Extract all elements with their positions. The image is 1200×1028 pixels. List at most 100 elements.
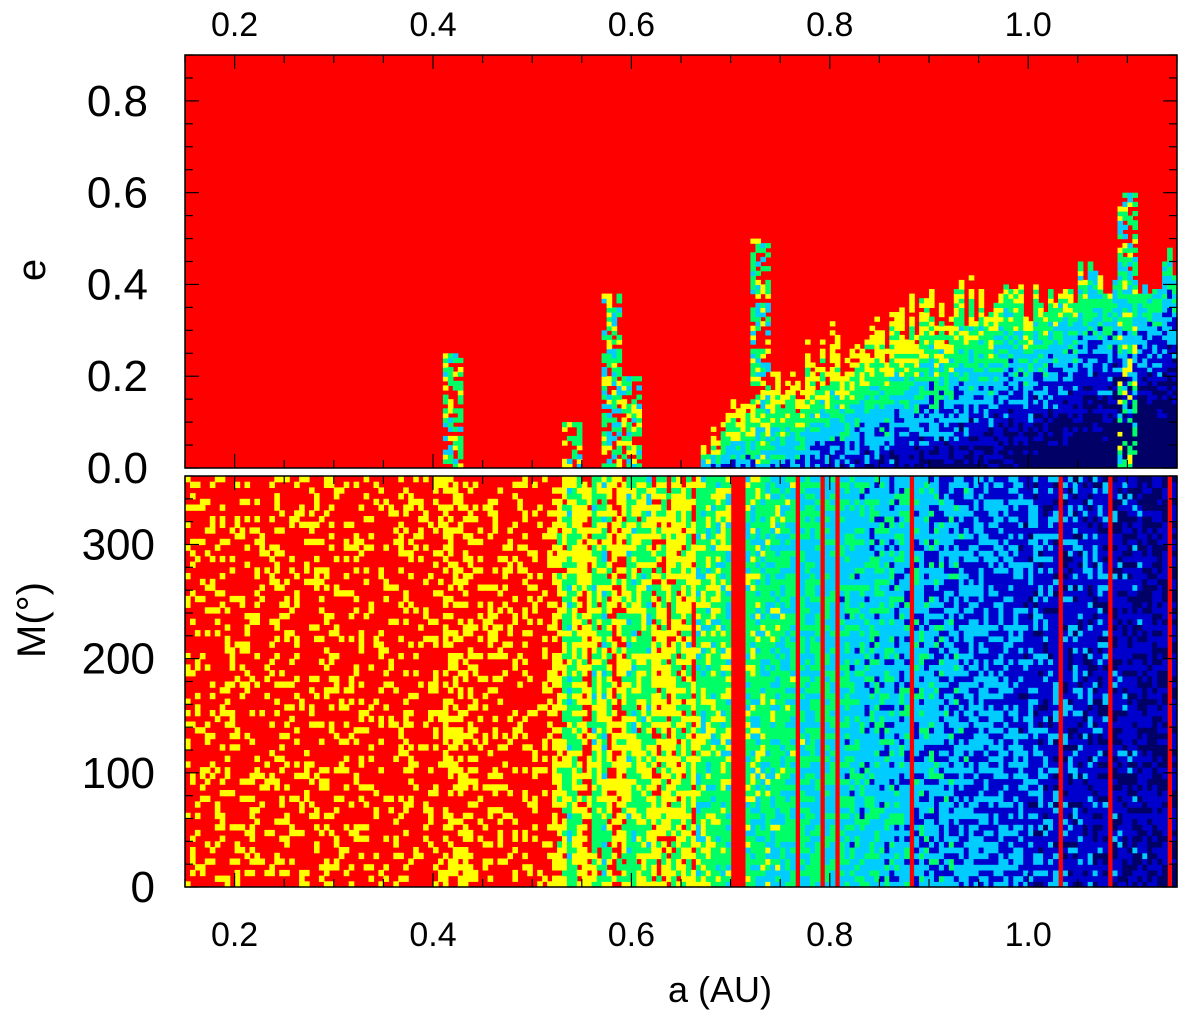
heatmap-cell (1167, 348, 1173, 354)
heatmap-cell (219, 704, 226, 711)
heatmap-cell (1082, 431, 1089, 437)
heatmap-cell (229, 681, 236, 688)
heatmap-cell (755, 394, 761, 400)
heatmap-cell (338, 767, 345, 774)
heatmap-cell (224, 681, 231, 688)
heatmap-cell (1043, 399, 1049, 405)
heatmap-cell (289, 715, 295, 723)
heatmap-cell (1162, 307, 1168, 313)
heatmap-cell (457, 732, 464, 740)
heatmap-cell (909, 376, 915, 382)
heatmap-cell (983, 321, 990, 327)
heatmap-cell (1028, 426, 1034, 432)
heatmap-cell (1018, 312, 1024, 318)
heatmap-cell (1122, 270, 1128, 276)
heatmap-cell (566, 516, 573, 523)
heatmap-cell (864, 339, 871, 345)
heatmap-cell (507, 567, 513, 574)
heatmap-cell (492, 498, 499, 506)
heatmap-cell (606, 325, 613, 331)
heatmap-cell (1132, 454, 1138, 460)
heatmap-cell (1053, 422, 1059, 428)
heatmap-cell (621, 435, 628, 442)
heatmap-cell (1097, 449, 1104, 455)
heatmap-cell (442, 681, 449, 688)
heatmap-cell (194, 504, 201, 511)
heatmap-cell (1033, 325, 1039, 331)
heatmap-cell (418, 516, 424, 523)
heatmap-cell (1038, 449, 1044, 455)
heatmap-cell (948, 316, 955, 322)
heatmap-cell (1152, 412, 1158, 419)
heatmap-cell (224, 881, 231, 888)
heatmap-cell (348, 544, 355, 551)
heatmap-cell (805, 440, 811, 446)
heatmap-cell (1077, 261, 1084, 267)
heatmap-cell (1092, 334, 1099, 341)
heatmap-cell (953, 399, 960, 405)
heatmap-cell (829, 385, 836, 391)
heatmap-cell (929, 330, 935, 336)
heatmap-cell (542, 647, 548, 654)
heatmap-cell (1112, 390, 1119, 396)
heatmap-cell (829, 353, 836, 359)
heatmap-cell (552, 875, 558, 882)
heatmap-cell (899, 440, 905, 446)
heatmap-cell (274, 504, 280, 511)
heatmap-cell (507, 607, 513, 614)
heatmap-cell (879, 458, 885, 464)
heatmap-cell (1157, 293, 1163, 299)
heatmap-cell (914, 403, 920, 409)
heatmap-cell (834, 422, 841, 428)
heatmap-cell (452, 445, 459, 451)
heatmap-cell (522, 567, 528, 574)
heatmap-cell (1132, 279, 1138, 286)
heatmap-cell (224, 624, 231, 631)
heatmap-cell (800, 449, 806, 455)
heatmap-cell (502, 858, 508, 865)
heatmap-cell (566, 715, 573, 723)
heatmap-cell (1003, 321, 1009, 327)
heatmap-cell (1132, 385, 1138, 391)
heatmap-cell (755, 376, 761, 382)
heatmap-cell (864, 399, 871, 405)
heatmap-cell (993, 399, 1000, 405)
heatmap-cell (899, 431, 905, 437)
heatmap-cell (924, 316, 930, 322)
heatmap-cell (874, 390, 880, 396)
heatmap-cell (566, 584, 573, 591)
heatmap-cell (611, 399, 618, 405)
heatmap-cell (552, 790, 558, 797)
heatmap-cell (948, 325, 955, 331)
heatmap-cell (571, 795, 578, 802)
heatmap-cell (929, 321, 935, 327)
heatmap-cell (1058, 445, 1064, 451)
heatmap-cell (571, 767, 578, 774)
heatmap-cell (462, 847, 469, 854)
heatmap-cell (735, 440, 742, 446)
heatmap-cell (209, 761, 216, 768)
heatmap-cell (314, 807, 320, 814)
heatmap-cell (1048, 399, 1054, 405)
heatmap-cell (264, 567, 270, 574)
heatmap-cell (1142, 357, 1148, 364)
heatmap-cell (909, 362, 915, 368)
heatmap-cell (1107, 321, 1114, 327)
heatmap-cell (1048, 298, 1054, 304)
heatmap-cell (487, 812, 494, 820)
heatmap-cell (512, 555, 518, 563)
heatmap-cell (1023, 445, 1029, 451)
heatmap-cell (457, 449, 464, 455)
heatmap-cell (333, 681, 340, 688)
heatmap-cell (204, 732, 211, 740)
heatmap-cell (988, 412, 995, 419)
heatmap-cell (457, 670, 464, 677)
heatmap-cell (919, 431, 925, 437)
top-x-tick-label: 0.8 (806, 6, 853, 44)
heatmap-cell (1102, 321, 1109, 327)
heatmap-cell (963, 449, 970, 455)
heatmap-cell (1092, 307, 1099, 313)
heatmap-cell (636, 403, 642, 409)
heatmap-cell (1092, 435, 1099, 442)
heatmap-cell (219, 835, 226, 842)
